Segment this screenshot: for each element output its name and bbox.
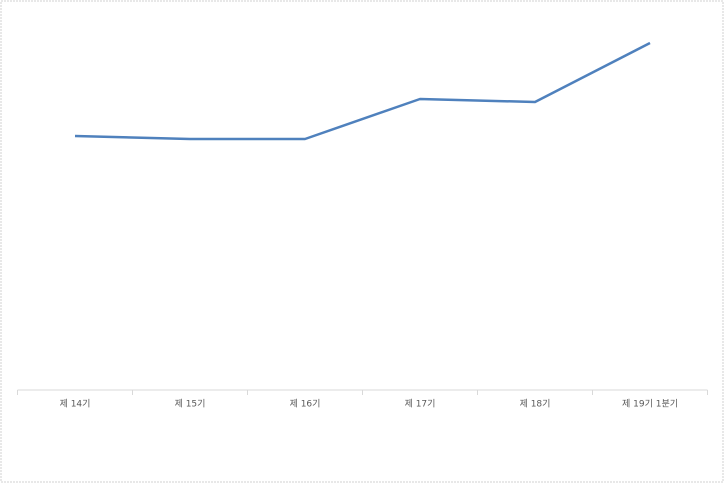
x-tick-label: 제 17기 — [405, 399, 436, 410]
x-tick-label: 제 18기 — [520, 399, 551, 410]
x-tick-label: 제 14기 — [60, 399, 91, 410]
data-line — [74, 41, 651, 141]
x-tick-label: 제 15기 — [175, 399, 206, 410]
x-tick-label: 제 19기 1분기 — [622, 399, 678, 410]
x-tick-label: 제 16기 — [290, 399, 321, 410]
